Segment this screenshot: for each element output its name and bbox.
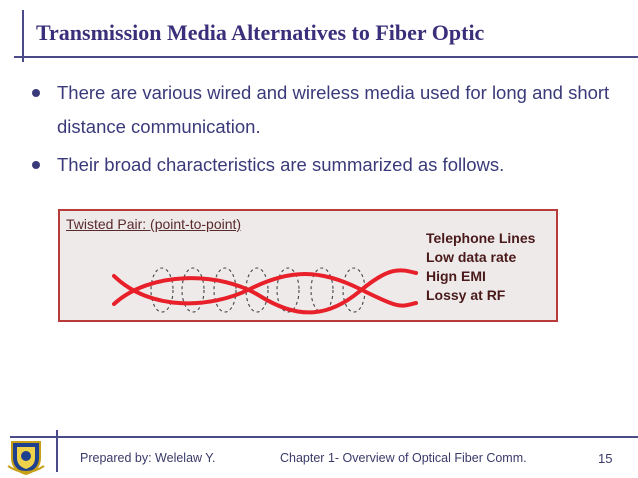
page-number: 15 xyxy=(598,451,613,466)
figure-spec-item: Telephone Lines xyxy=(426,230,536,246)
bullet-item: There are various wired and wireless med… xyxy=(30,76,610,144)
title-vertical-rule xyxy=(22,10,24,62)
bullet-list: There are various wired and wireless med… xyxy=(30,76,610,186)
figure-label: Twisted Pair: (point-to-point) xyxy=(66,216,242,232)
university-crest-icon xyxy=(7,441,45,476)
figure-spec-item: Lossy at RF xyxy=(426,287,506,303)
twisted-pair-wave-icon xyxy=(112,267,418,315)
figure-spec-list: Telephone Lines Low data rate Hign EMI L… xyxy=(426,229,535,305)
figure-spec-item: Hign EMI xyxy=(426,268,486,284)
twisted-pair-figure: Twisted Pair: (point-to-point) Telephone… xyxy=(58,209,558,322)
footer-vertical-rule xyxy=(56,430,58,472)
figure-spec-item: Low data rate xyxy=(426,249,517,265)
bullet-item: Their broad characteristics are summariz… xyxy=(30,148,610,182)
footer-chapter: Chapter 1- Overview of Optical Fiber Com… xyxy=(280,451,527,465)
footer-author: Prepared by: Welelaw Y. xyxy=(80,451,216,465)
title-horizontal-rule xyxy=(14,56,638,58)
slide-title: Transmission Media Alternatives to Fiber… xyxy=(36,20,485,45)
footer-horizontal-rule xyxy=(10,436,638,438)
